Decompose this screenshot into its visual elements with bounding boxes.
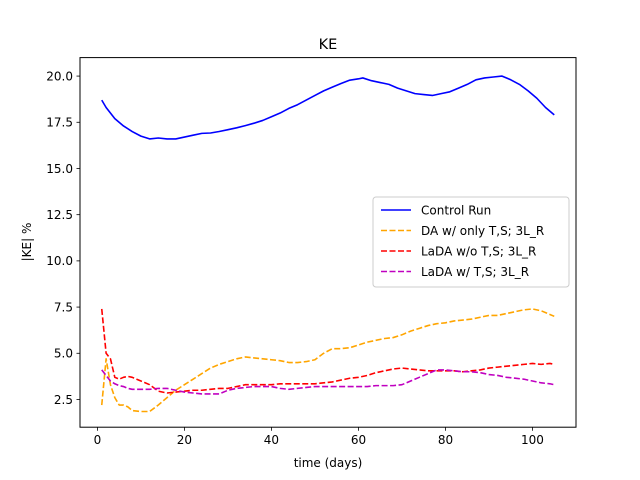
x-axis-label: time (days): [294, 456, 363, 470]
axes-frame: [79, 57, 577, 428]
x-tick-label: 20: [177, 433, 192, 447]
series-line-3: [101, 369, 555, 395]
legend-entries: Control Run DA w/ only T,S; 3L_R LaDA w/o …: [381, 204, 544, 279]
y-tick-label: 17.5: [46, 116, 73, 130]
plot-area: [79, 57, 577, 428]
series-line-2: [100, 308, 555, 394]
x-tick-label: 100: [521, 433, 544, 447]
series-line-1: [100, 308, 555, 413]
y-ticks: 2.5 5.0 7.5 10.0 12.5 15.0 17.5 20.0: [46, 69, 80, 407]
x-tick-label: 40: [264, 433, 279, 447]
y-tick-label: 5.0: [54, 347, 73, 361]
legend-label: LaDA w/ T,S; 3L_R: [421, 265, 529, 279]
y-tick-label: 15.0: [46, 162, 73, 176]
legend: Control Run DA w/ only T,S; 3L_R LaDA w/o …: [372, 196, 570, 288]
legend-frame: [372, 196, 570, 288]
series-layer: [100, 75, 555, 413]
legend-label: DA w/ only T,S; 3L_R: [421, 224, 544, 238]
y-tick-label: 10.0: [46, 254, 73, 268]
x-tick-label: 60: [351, 433, 366, 447]
legend-label: LaDA w/o T,S; 3L_R: [421, 245, 536, 259]
y-tick-label: 12.5: [46, 208, 73, 222]
y-tick-label: 7.5: [54, 300, 73, 314]
y-tick-label: 2.5: [54, 393, 73, 407]
y-axis-label: |KE| %: [20, 223, 34, 262]
chart-title: KE: [319, 37, 338, 53]
series-line-0: [101, 75, 555, 140]
x-tick-label: 80: [438, 433, 453, 447]
y-tick-label: 20.0: [46, 69, 73, 83]
x-ticks: 0 20 40 60 80 100: [94, 427, 544, 447]
x-tick-label: 0: [94, 433, 102, 447]
legend-label: Control Run: [421, 204, 491, 218]
